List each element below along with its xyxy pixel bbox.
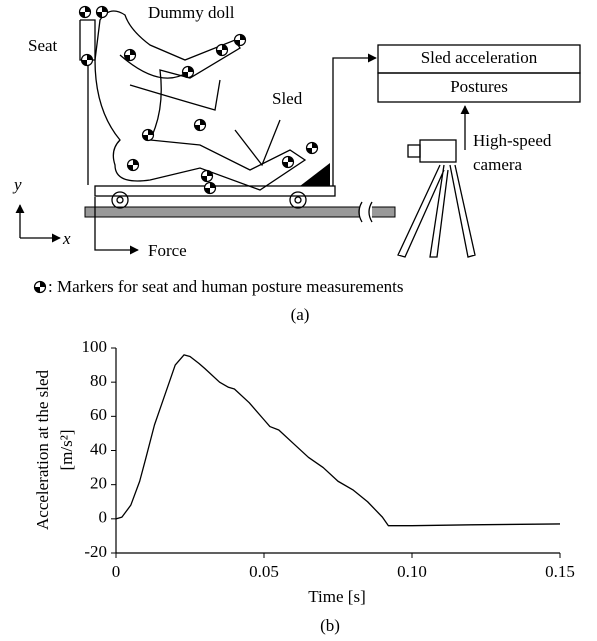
seat	[79, 19, 96, 185]
label: Force	[148, 241, 187, 260]
diagram: Dummy doll Seat Sled Sled acceleration P…	[12, 3, 581, 324]
label: camera	[473, 155, 523, 174]
y-tick-label: 100	[82, 337, 108, 356]
x-axis-label: Time [s]	[308, 587, 365, 606]
label: Dummy doll	[148, 3, 235, 22]
label: Sled	[272, 89, 303, 108]
x-tick-label: 0	[112, 562, 121, 581]
box-label: Sled acceleration	[421, 48, 538, 67]
legend: : Markers for seat and human posture mea…	[48, 277, 403, 296]
y-tick-label: 20	[90, 474, 107, 493]
x-tick-label: 0.15	[545, 562, 575, 581]
x-tick-label: 0.05	[249, 562, 279, 581]
y-axis-label: [m/s²]	[57, 430, 76, 471]
caption: (b)	[320, 616, 340, 635]
dummy-arm	[119, 54, 221, 111]
y-tick-label: 0	[99, 508, 108, 527]
line	[115, 354, 561, 527]
stopper	[300, 163, 330, 186]
box	[377, 72, 581, 103]
y-tick-label: 60	[90, 405, 107, 424]
rail	[84, 206, 396, 218]
caption: (a)	[291, 305, 310, 324]
y-tick-label: -20	[84, 542, 107, 561]
y-tick-label: 80	[90, 371, 107, 390]
wheels	[111, 191, 307, 209]
dummy	[94, 10, 307, 191]
label: Seat	[28, 36, 58, 55]
sled-pointer	[234, 119, 281, 167]
legend-marker	[33, 280, 47, 294]
x-tick-label: 0.10	[397, 562, 427, 581]
box-label: Postures	[450, 77, 508, 96]
break-lines	[358, 201, 373, 223]
y-axis-label: Acceleration at the sled	[33, 370, 52, 531]
label: y	[12, 175, 22, 194]
y-tick-label: 40	[90, 439, 107, 458]
force-arrow	[94, 197, 139, 255]
chart: Time [s] Acceleration at the sled [m/s²]…	[33, 337, 575, 635]
label: x	[62, 229, 71, 248]
camera	[397, 139, 476, 258]
label: High-speed	[473, 131, 552, 150]
signal-arrow	[332, 53, 377, 186]
